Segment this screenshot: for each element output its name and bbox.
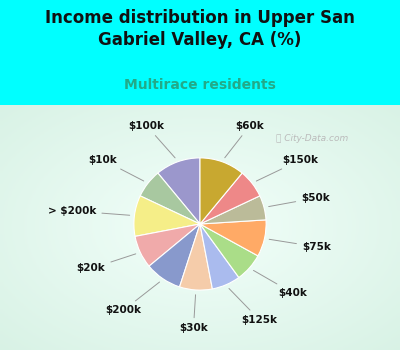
Text: $150k: $150k <box>256 155 318 181</box>
Text: $60k: $60k <box>225 121 264 158</box>
Wedge shape <box>200 158 242 224</box>
Text: Multirace residents: Multirace residents <box>124 78 276 92</box>
Wedge shape <box>200 224 258 278</box>
Text: $40k: $40k <box>254 271 307 298</box>
Wedge shape <box>200 220 266 256</box>
Wedge shape <box>134 196 200 236</box>
Wedge shape <box>140 173 200 224</box>
Text: $100k: $100k <box>129 121 175 158</box>
Wedge shape <box>149 224 200 287</box>
Wedge shape <box>180 224 212 290</box>
Text: $10k: $10k <box>89 155 144 181</box>
Wedge shape <box>135 224 200 266</box>
Text: $200k: $200k <box>105 282 160 315</box>
Wedge shape <box>158 158 200 224</box>
Text: $20k: $20k <box>77 254 136 273</box>
Wedge shape <box>200 196 266 224</box>
Text: $75k: $75k <box>269 239 331 252</box>
Text: $125k: $125k <box>229 288 278 325</box>
Wedge shape <box>200 224 239 289</box>
Text: ⓘ City-Data.com: ⓘ City-Data.com <box>276 134 348 144</box>
Text: > $200k: > $200k <box>48 206 130 216</box>
Text: Income distribution in Upper San
Gabriel Valley, CA (%): Income distribution in Upper San Gabriel… <box>45 9 355 49</box>
Text: $30k: $30k <box>179 295 208 333</box>
Text: $50k: $50k <box>269 193 330 206</box>
Wedge shape <box>200 173 260 224</box>
